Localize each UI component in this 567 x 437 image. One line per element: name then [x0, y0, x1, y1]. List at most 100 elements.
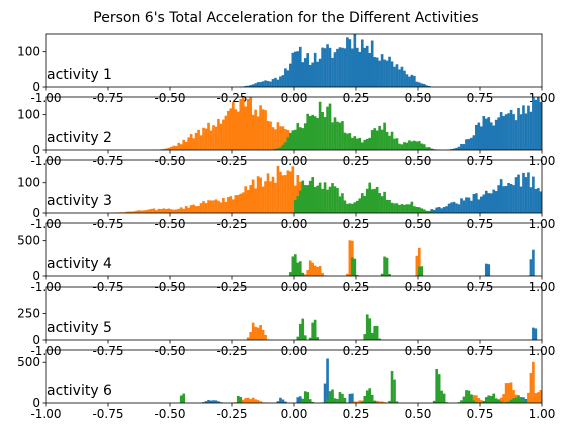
histogram-bar: [450, 149, 453, 150]
y-tick-label: 0: [32, 269, 40, 283]
histogram-bar: [274, 77, 277, 87]
x-tick-label: -0.25: [216, 154, 247, 168]
histogram-bar: [348, 393, 352, 403]
histogram-bar: [301, 128, 305, 150]
x-tick-label: -0.50: [154, 154, 185, 168]
histogram-bar: [306, 392, 310, 403]
histogram-bar: [301, 62, 305, 87]
histogram-bar: [462, 200, 466, 213]
histogram-bar: [321, 273, 324, 276]
histogram-bar: [289, 132, 292, 150]
histogram-bar: [365, 314, 369, 340]
histogram-bar: [298, 402, 302, 403]
histogram-bar: [311, 177, 314, 213]
histogram-bar: [294, 185, 297, 213]
histogram-bar: [328, 392, 332, 403]
histogram-bar: [296, 397, 300, 403]
histogram-bar: [358, 137, 362, 150]
histogram-bar: [494, 191, 498, 213]
histogram-bar: [494, 398, 498, 403]
histogram-bar: [482, 194, 486, 213]
histogram-bar: [341, 47, 344, 87]
histogram-bar: [380, 273, 384, 276]
histogram-bar: [527, 105, 530, 150]
histogram-bar: [256, 176, 260, 213]
histogram-bar: [487, 117, 491, 150]
histogram-bar: [370, 394, 374, 403]
histogram-bar: [380, 401, 384, 403]
histogram-bar: [383, 122, 386, 150]
histogram-bar: [284, 68, 287, 87]
histogram-bar: [375, 325, 379, 340]
figure-title: Person 6's Total Acceleration for the Di…: [93, 10, 478, 26]
histogram-bar: [254, 188, 257, 213]
histogram-bar: [418, 266, 421, 276]
histogram-bar: [532, 97, 535, 150]
histogram-bar: [388, 274, 391, 276]
histogram-bar: [147, 209, 151, 213]
histogram-bar: [341, 193, 344, 213]
histogram-bar: [331, 57, 334, 87]
histogram-bar: [264, 334, 267, 340]
histogram-bar: [259, 105, 262, 150]
histogram-bar: [318, 58, 322, 87]
histogram-bar: [348, 240, 352, 276]
histogram-bar: [480, 126, 483, 150]
histogram-bar: [375, 57, 379, 87]
histogram-bar: [380, 54, 384, 87]
histogram-bar: [246, 85, 250, 87]
histogram-bar: [298, 127, 302, 150]
histogram-bar: [363, 395, 367, 403]
histogram-bar: [470, 394, 473, 403]
histogram-bar: [279, 126, 282, 150]
histogram-bar: [408, 204, 411, 213]
histogram-bar: [445, 206, 448, 213]
histogram-bar: [179, 144, 183, 150]
histogram-bar: [234, 195, 238, 213]
histogram-bar: [529, 259, 533, 276]
histogram-bar: [291, 256, 295, 276]
histogram-bar: [274, 129, 277, 150]
x-tick-label: 0.00: [281, 407, 308, 421]
bars-layer: [239, 34, 431, 87]
histogram-bar: [509, 382, 513, 403]
histogram-bar: [450, 202, 453, 213]
histogram-bar: [460, 144, 463, 150]
histogram-bar: [489, 193, 493, 213]
histogram-bar: [537, 188, 540, 213]
histogram-bar: [457, 204, 461, 213]
histogram-bar: [284, 401, 287, 403]
histogram-bar: [204, 203, 208, 213]
histogram-bar: [465, 139, 468, 150]
histogram-bar: [358, 400, 362, 403]
histogram-bar: [239, 397, 243, 403]
histogram-bar: [311, 262, 314, 276]
histogram-bar: [383, 256, 386, 276]
bars-layer: [177, 358, 542, 403]
histogram-bar: [410, 141, 414, 150]
histogram-bar: [249, 332, 252, 340]
histogram-bar: [460, 198, 463, 213]
histogram-bar: [527, 392, 530, 403]
histogram-bar: [346, 203, 349, 213]
histogram-bar: [291, 166, 295, 213]
histogram-bar: [296, 336, 300, 340]
panel-title: activity 4: [47, 256, 112, 272]
histogram-bar: [360, 401, 364, 403]
histogram-bar: [378, 125, 381, 150]
histogram-bar: [331, 122, 334, 150]
histogram-bar: [484, 398, 488, 403]
histogram-bar: [217, 118, 220, 150]
histogram-bar: [306, 270, 310, 276]
x-tick-label: -0.75: [92, 91, 123, 105]
histogram-bar: [492, 393, 496, 403]
histogram-bar: [370, 189, 374, 213]
histogram-bar: [194, 132, 198, 150]
histogram-bar: [187, 207, 190, 213]
histogram-bar: [365, 390, 369, 403]
x-tick-label: -0.75: [92, 344, 123, 358]
histogram-bar: [480, 400, 483, 403]
histogram-bar: [499, 397, 503, 403]
histogram-bar: [442, 393, 446, 403]
histogram-bar: [160, 209, 163, 213]
